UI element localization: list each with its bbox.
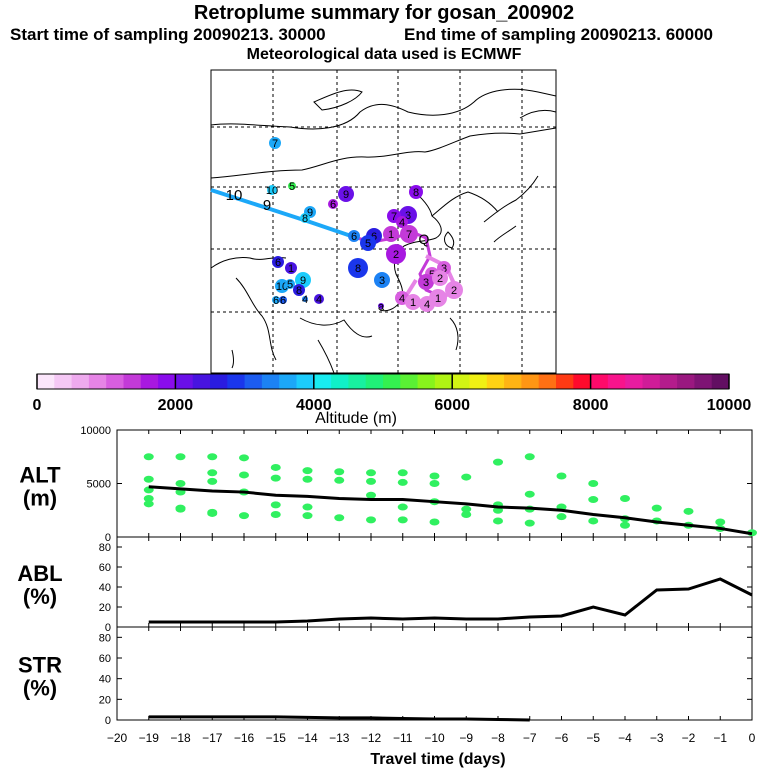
plume-marker-label: 6 xyxy=(371,231,377,243)
plume-marker-2: 5 xyxy=(288,181,296,193)
plume-marker-label: 1 xyxy=(410,297,416,309)
plume-marker-label: 8 xyxy=(296,285,302,297)
plume-marker-23: 5 xyxy=(285,279,295,291)
plume-marker-27: 4 xyxy=(302,294,308,306)
plume-marker-25: 6 xyxy=(272,295,280,307)
map-day-label: 10 xyxy=(226,187,243,204)
plume-track-cyan xyxy=(210,188,358,240)
plume-marker-38: 4 xyxy=(419,296,435,312)
map-day-label: 9 xyxy=(263,197,271,214)
plume-marker-28: 4 xyxy=(314,294,324,306)
plume-marker-label: 4 xyxy=(302,294,308,306)
plume-marker-label: 7 xyxy=(406,229,412,241)
plume-marker-label: 1 xyxy=(388,229,394,241)
plume-marker-32: 3 xyxy=(418,274,434,290)
plume-marker-label: 5 xyxy=(429,269,435,281)
plume-marker-label: 8 xyxy=(413,187,419,199)
plume-marker-6: 8 xyxy=(300,213,310,225)
plume-marker-11: 1 xyxy=(383,226,399,242)
plume-marker-label: 4 xyxy=(399,293,405,305)
plume-marker-16: 2 xyxy=(386,244,406,264)
plume-marker-label: 8 xyxy=(355,263,361,275)
plume-marker-label: 2 xyxy=(451,285,457,297)
plume-marker-label: 10 xyxy=(266,185,278,197)
plume-marker-label: 5 xyxy=(287,279,293,291)
plume-marker-label: 7 xyxy=(391,211,397,223)
plume-marker-0: 7 xyxy=(269,137,281,150)
plume-marker-10: 4 xyxy=(396,216,408,229)
map-frame xyxy=(210,69,557,374)
plume-marker-14: 5 xyxy=(360,235,376,251)
plume-marker-label: 6 xyxy=(280,295,286,307)
plume-marker-15: 6 xyxy=(348,230,360,243)
plume-marker-4: 6 xyxy=(328,199,338,211)
plume-marker-34: 2 xyxy=(445,281,463,299)
plume-marker-label: 5 xyxy=(365,238,371,250)
plume-marker-33: 2 xyxy=(432,270,448,286)
plume-marker-label: 9 xyxy=(300,275,306,287)
plume-marker-label: 3 xyxy=(441,263,447,275)
plume-marker-label: 4 xyxy=(399,217,405,229)
plume-marker-label: 1 xyxy=(435,293,441,305)
plume-marker-label: 5 xyxy=(289,181,295,193)
plume-marker-37: 1 xyxy=(405,294,421,310)
plume-marker-24: 8 xyxy=(293,284,305,297)
plume-marker-label: 6 xyxy=(351,231,357,243)
plume-marker-label: 9 xyxy=(307,207,313,219)
plume-marker-label: 2 xyxy=(437,273,443,285)
plume-marker-label: 6 xyxy=(275,257,281,269)
plume-marker-26: 6 xyxy=(279,295,287,307)
plume-marker-label: 6 xyxy=(330,199,336,211)
plume-marker-label: 4 xyxy=(316,294,322,306)
plume-marker-18: 3 xyxy=(374,272,390,288)
plume-marker-label: 4 xyxy=(424,299,430,311)
plume-marker-12: 7 xyxy=(400,225,418,243)
plume-marker-label: 3 xyxy=(379,275,385,287)
plume-marker-1: 10 xyxy=(266,185,278,197)
plume-marker-label: 8 xyxy=(302,213,308,225)
end-time-label: End time of sampling 20090213. 60000 xyxy=(404,25,713,44)
map-day-label: Q xyxy=(419,231,430,247)
plume-marker-19: 6 xyxy=(272,256,284,269)
plume-marker-17: 8 xyxy=(348,258,368,278)
plume-marker-label: 7 xyxy=(272,138,278,150)
plume-marker-label: 3 xyxy=(405,210,411,222)
chart-title: Retroplume summary for gosan_200902 xyxy=(193,2,575,24)
plume-marker-7: 8 xyxy=(409,185,423,199)
plume-marker-label: 2 xyxy=(393,249,399,261)
plume-marker-label: 3 xyxy=(423,277,429,289)
met-data-label: Meteorological data used is ECMWF xyxy=(246,46,522,63)
plume-marker-3: 9 xyxy=(338,186,354,202)
start-time-label: Start time of sampling 20090213. 30000 xyxy=(10,25,326,44)
plume-marker-label: 6 xyxy=(273,295,279,307)
plume-marker-label: 9 xyxy=(343,189,349,201)
plume-marker-20: 1 xyxy=(285,262,297,275)
plume-marker-label: 1 xyxy=(288,263,294,275)
plume-marker-label: a xyxy=(378,301,385,313)
plume-marker-29: a xyxy=(378,301,385,313)
